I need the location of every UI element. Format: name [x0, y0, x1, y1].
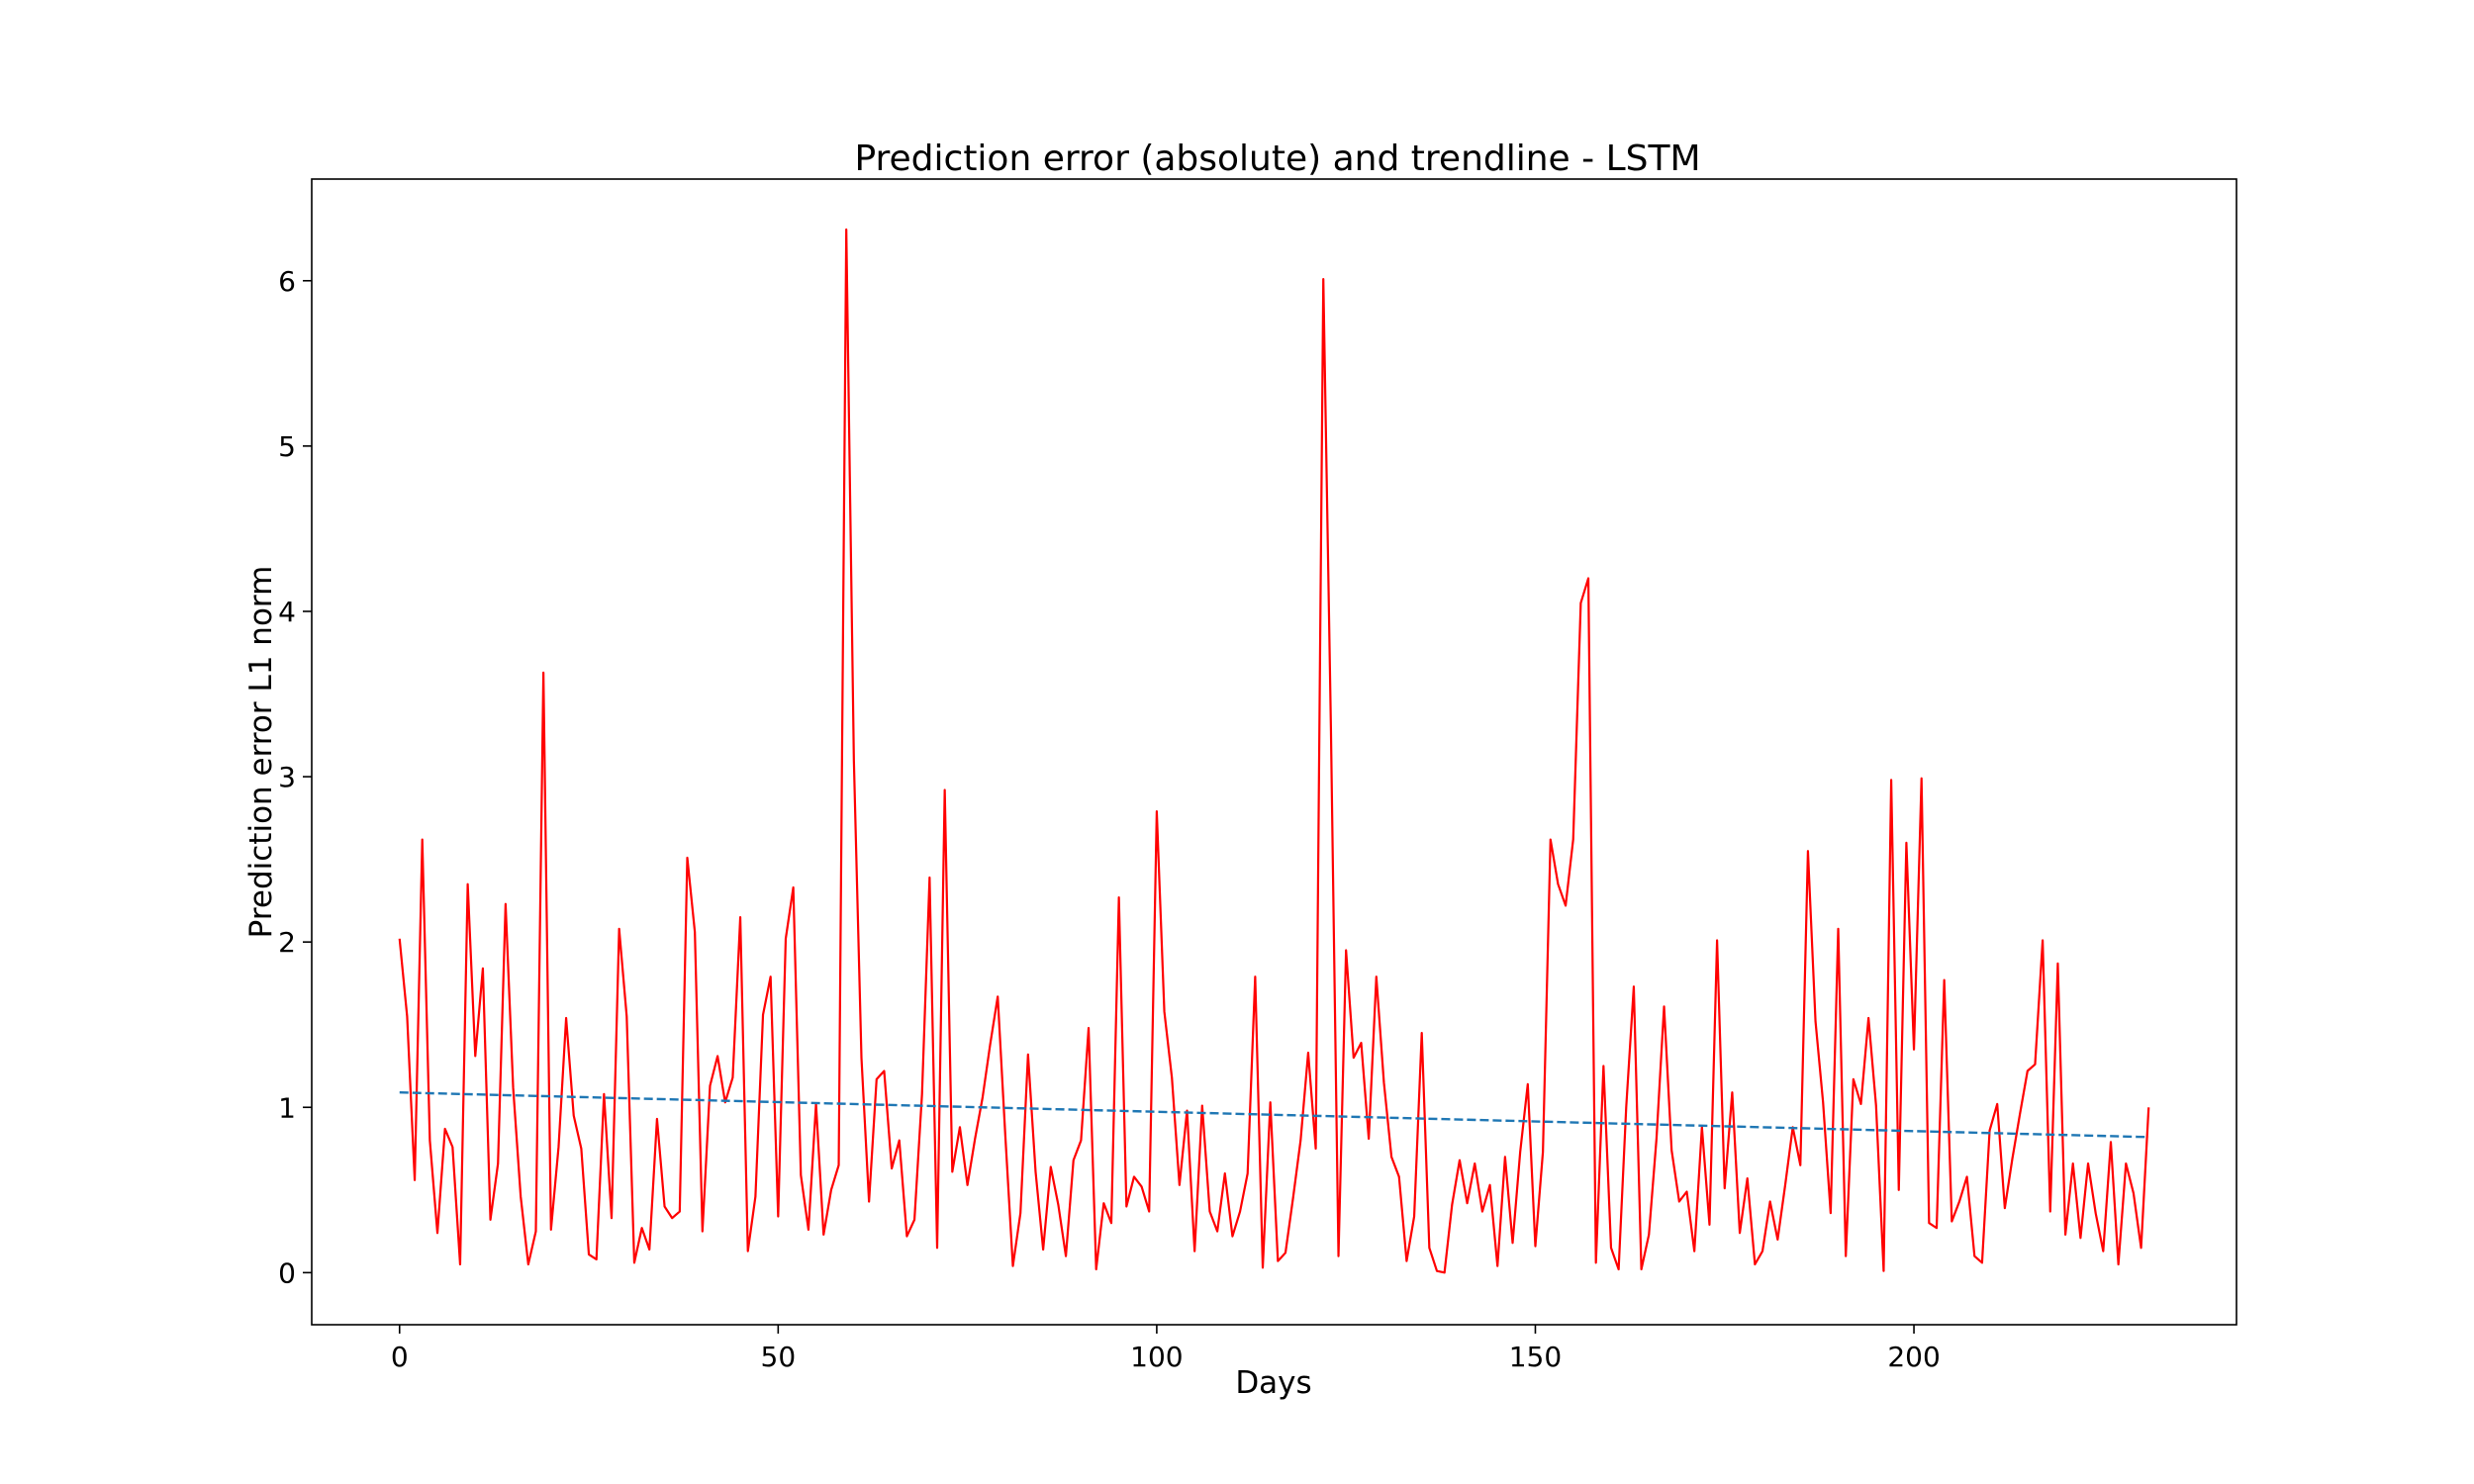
y-axis: 0 1 2 3 4 5 6	[278, 265, 312, 1289]
x-tick-label: 200	[1887, 1341, 1940, 1373]
trendline-series	[399, 1091, 2149, 1139]
x-tick-label: 100	[1130, 1341, 1183, 1373]
x-tick-label: 50	[761, 1341, 797, 1373]
y-tick-label: 4	[278, 596, 296, 628]
plot-area	[398, 228, 2150, 1274]
y-tick-label: 1	[278, 1091, 296, 1124]
y-tick-label: 6	[278, 265, 296, 298]
x-tick-label: 0	[391, 1341, 409, 1373]
y-tick-label: 3	[278, 761, 296, 793]
y-tick-label: 5	[278, 430, 296, 463]
y-tick-label: 2	[278, 926, 296, 959]
x-axis: 0 50 100 150 200	[391, 1325, 1941, 1373]
prediction-error-series	[398, 228, 2150, 1274]
y-axis-label: Prediction error L1 norm	[243, 566, 279, 939]
x-tick-label: 150	[1509, 1341, 1562, 1373]
x-axis-label: Days	[1235, 1365, 1311, 1401]
plot-frame	[311, 178, 2237, 1326]
y-tick-label: 0	[278, 1256, 296, 1289]
chart-title: Prediction error (absolute) and trendlin…	[854, 139, 1700, 179]
